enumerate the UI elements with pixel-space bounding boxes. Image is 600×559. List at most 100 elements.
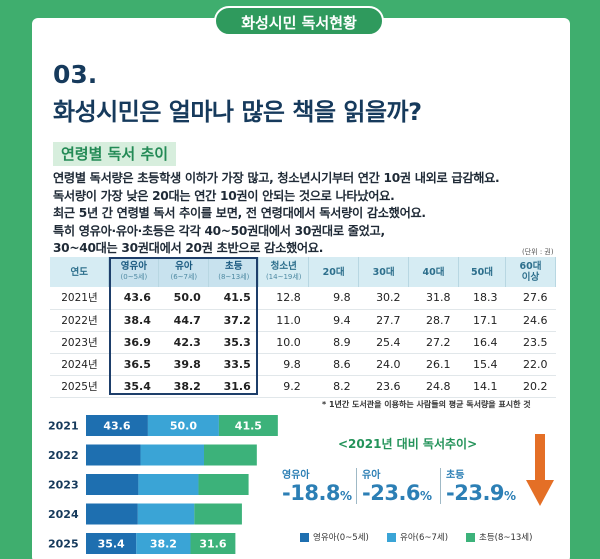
table-cell: 8.6 xyxy=(308,353,359,376)
table-cell: 35.4 xyxy=(108,375,159,398)
bar-segment xyxy=(204,444,257,466)
table-cell: 15.4 xyxy=(458,353,506,376)
table-cell: 27.7 xyxy=(358,309,409,332)
legend-label: 초등(8~13세) xyxy=(479,533,533,543)
table-cell: 27.6 xyxy=(505,287,556,310)
table-cell: 23.6 xyxy=(358,375,409,398)
data-label: 50.0 xyxy=(170,420,197,433)
table-header: 초등 (8~13세) xyxy=(208,257,260,287)
bar-segment xyxy=(86,503,138,525)
divider xyxy=(440,468,441,504)
table-cell: 18.3 xyxy=(458,287,506,310)
table-cell: 36.9 xyxy=(108,331,159,354)
table-cell: 43.6 xyxy=(108,287,159,310)
table-header: 60대 이상 xyxy=(505,257,557,287)
table-cell: 44.7 xyxy=(158,309,209,332)
data-label: 31.6 xyxy=(199,538,226,551)
table-header: 50대 xyxy=(458,257,506,287)
table-cell: 35.3 xyxy=(208,331,259,354)
legend-swatch xyxy=(300,532,309,542)
legend-item: 유아(6~7세) xyxy=(387,531,448,543)
comparison-title: <2021년 대비 독서추이> xyxy=(338,437,478,451)
legend-item: 영유아(0~5세) xyxy=(300,531,369,543)
description-line: 최근 5년 간 연령별 독서 추이를 보면, 전 연령대에서 독서량이 감소했어… xyxy=(53,206,426,220)
table-cell: 41.5 xyxy=(208,287,259,310)
table-cell: 9.4 xyxy=(308,309,359,332)
table-year-cell: 2025년 xyxy=(50,375,109,398)
table-cell: 14.1 xyxy=(458,375,506,398)
comparison-infant: 영유아 -18.8% xyxy=(282,466,352,505)
section-number: 03. xyxy=(53,60,98,89)
table-cell: 26.1 xyxy=(408,353,459,376)
down-arrow-icon xyxy=(526,434,554,506)
bar-segment xyxy=(190,533,236,554)
table-cell: 28.7 xyxy=(408,309,459,332)
table-cell: 36.5 xyxy=(108,353,159,376)
header-badge: 화성시민 독서현황 xyxy=(214,6,384,36)
table-cell: 25.4 xyxy=(358,331,409,354)
sub-heading: 연령별 독서 추이 xyxy=(53,142,177,166)
data-label: 38.2 xyxy=(150,538,177,551)
divider xyxy=(356,468,357,504)
table-year-cell: 2024년 xyxy=(50,353,109,376)
bar-segment xyxy=(86,415,148,436)
data-label: 43.6 xyxy=(103,420,130,433)
table-row: 2025년 35.4 38.2 31.6 9.2 8.2 23.6 24.8 14.1 20.2 xyxy=(50,375,556,398)
comparison-child: 유아 -23.6% xyxy=(362,466,432,505)
table-cell: 24.8 xyxy=(408,375,459,398)
bar-segment xyxy=(147,415,219,436)
table-header: 청소년 (14~19세) xyxy=(258,257,310,287)
category-label: 2022 xyxy=(48,449,79,462)
description-line: 30~40대는 30권대에서 20권 초반으로 감소했어요. xyxy=(53,241,324,255)
legend-swatch xyxy=(387,532,396,542)
bar-segment xyxy=(140,444,205,466)
table-header: 30대 xyxy=(358,257,410,287)
table-cell: 37.2 xyxy=(208,309,259,332)
table-cell: 17.1 xyxy=(458,309,506,332)
table-header: 유아 (6~7세) xyxy=(158,257,210,287)
comparison-label: 초등 xyxy=(446,470,465,481)
table-cell: 39.8 xyxy=(158,353,209,376)
description-line: 독서량이 가장 낮은 20대는 연간 10권이 안되는 것으로 나타났어요. xyxy=(53,188,395,203)
table-header: 20대 xyxy=(308,257,360,287)
bar-segment xyxy=(86,533,137,554)
table-cell: 42.3 xyxy=(158,331,209,354)
table-cell: 38.2 xyxy=(158,375,209,398)
category-label: 2025 xyxy=(48,538,79,551)
reading-table: 연도 영유아 (0~5세) 유아 (6~7세) 초등 (8~13세) 청소년 (14~1… xyxy=(50,257,557,398)
table-cell: 9.2 xyxy=(258,375,309,398)
table-cell: 23.5 xyxy=(505,331,556,354)
table-row: 2023년 36.9 42.3 35.3 10.0 8.9 25.4 27.2 16.4 23.5 xyxy=(50,331,556,354)
unit-label: (단위 : 권) xyxy=(522,248,554,256)
table-cell: 50.0 xyxy=(158,287,209,310)
data-label: 35.4 xyxy=(98,538,125,551)
legend-swatch xyxy=(466,532,475,542)
table-cell: 31.8 xyxy=(408,287,459,310)
comparison-value: -18.8% xyxy=(282,481,352,505)
data-label: 41.5 xyxy=(235,420,262,433)
category-label: 2021 xyxy=(48,420,79,433)
table-cell: 16.4 xyxy=(458,331,506,354)
table-cell: 30.2 xyxy=(358,287,409,310)
bar-segment xyxy=(86,474,139,495)
legend-item: 초등(8~13세) xyxy=(466,531,532,543)
table-cell: 8.2 xyxy=(308,375,359,398)
table-row: 2022년 38.4 44.7 37.2 11.0 9.4 27.7 28.7 17.1 24.6 xyxy=(50,309,556,332)
comparison-elementary: 초등 -23.9% xyxy=(446,466,516,505)
table-cell: 24.6 xyxy=(505,309,556,332)
comparison-value: -23.6% xyxy=(362,481,432,505)
comparison-value: -23.9% xyxy=(446,481,516,505)
table-cell: 22.0 xyxy=(505,353,556,376)
table-header-year: 연도 xyxy=(50,257,110,287)
table-cell: 24.0 xyxy=(358,353,409,376)
bar-segment xyxy=(218,415,278,436)
table-cell: 31.6 xyxy=(208,375,259,398)
comparison-label: 영유아 xyxy=(282,470,310,481)
table-year-cell: 2021년 xyxy=(50,287,109,310)
table-cell: 12.8 xyxy=(258,287,309,310)
table-year-cell: 2022년 xyxy=(50,309,109,332)
description: 연령별 독서량은 초등학생 이하가 가장 많고, 청소년시기부터 연간 10권 … xyxy=(53,170,553,258)
section-title: 화성시민은 얼마나 많은 책을 읽을까? xyxy=(53,98,422,126)
category-label: 2023 xyxy=(48,479,79,492)
